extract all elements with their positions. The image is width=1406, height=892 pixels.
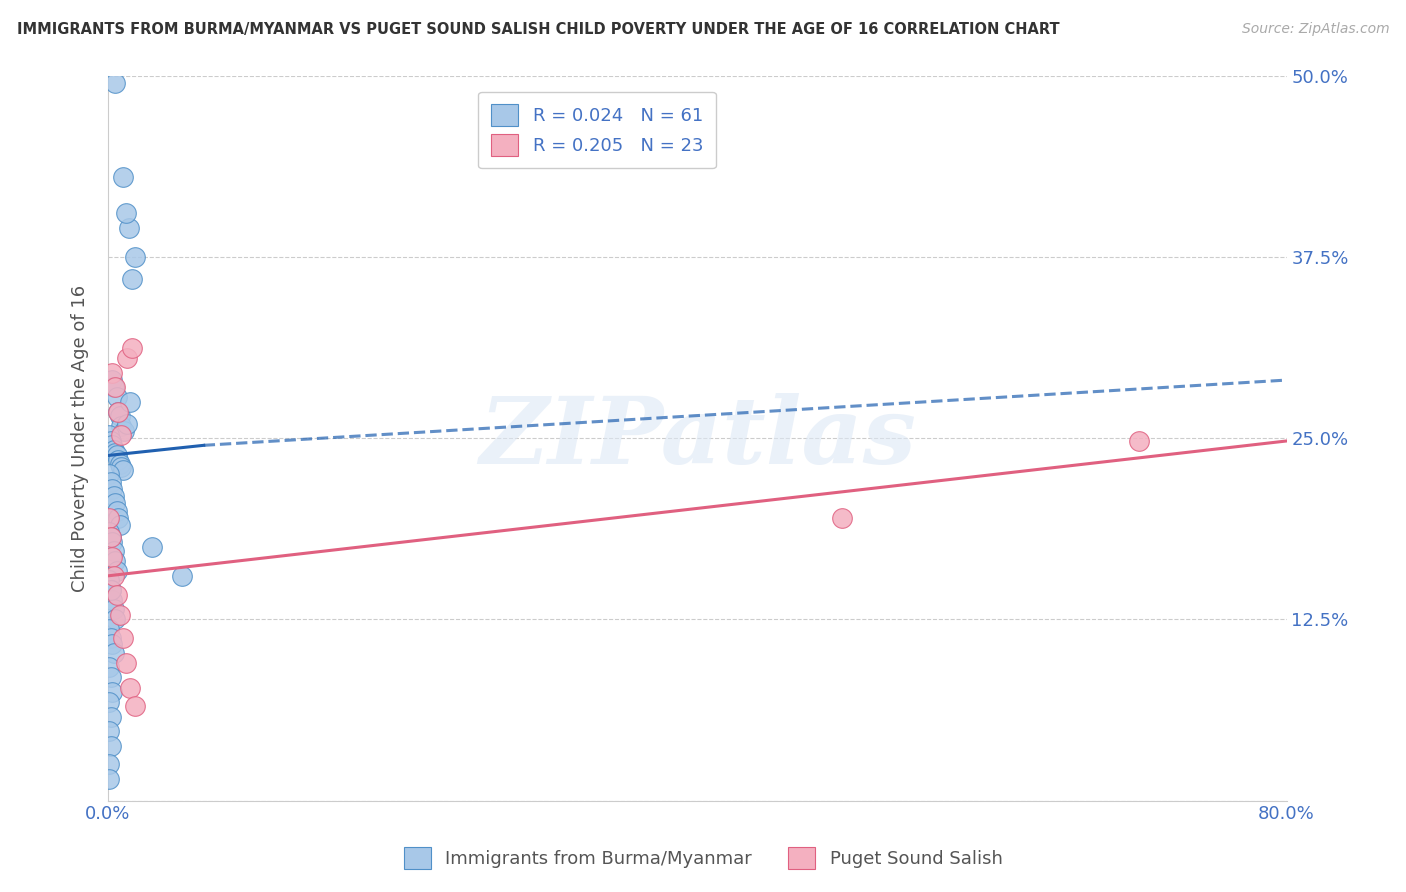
Point <box>98 772 121 786</box>
Point <box>103 544 125 558</box>
Point <box>103 569 125 583</box>
Point <box>98 467 121 482</box>
Point <box>124 250 146 264</box>
Legend: R = 0.024   N = 61, R = 0.205   N = 23: R = 0.024 N = 61, R = 0.205 N = 23 <box>478 92 716 169</box>
Point <box>98 695 121 709</box>
Point <box>104 554 127 568</box>
Point <box>100 631 122 645</box>
Point <box>98 660 121 674</box>
Point <box>110 419 132 434</box>
Point <box>101 685 124 699</box>
Point <box>101 482 124 496</box>
Point <box>114 656 136 670</box>
Point <box>98 757 121 772</box>
Point <box>117 220 139 235</box>
Point <box>107 511 129 525</box>
Point <box>101 438 124 452</box>
Y-axis label: Child Poverty Under the Age of 16: Child Poverty Under the Age of 16 <box>72 285 89 591</box>
Point <box>104 380 127 394</box>
Point <box>98 724 121 739</box>
Point <box>103 442 125 457</box>
Point <box>108 607 131 622</box>
Point <box>100 739 122 753</box>
Point <box>98 428 121 442</box>
Point <box>98 511 121 525</box>
Point <box>110 460 132 475</box>
Point <box>101 366 124 380</box>
Text: Source: ZipAtlas.com: Source: ZipAtlas.com <box>1241 22 1389 37</box>
Point <box>100 709 122 723</box>
Point <box>100 475 122 489</box>
Point <box>114 206 136 220</box>
Point <box>112 424 135 438</box>
Point <box>101 373 124 387</box>
Point <box>104 612 127 626</box>
Point <box>100 670 122 684</box>
Point <box>107 405 129 419</box>
Point <box>107 452 129 467</box>
Point <box>104 496 127 510</box>
Point <box>1128 434 1150 448</box>
Point <box>110 428 132 442</box>
Point <box>141 540 163 554</box>
Point <box>111 169 134 184</box>
Text: ZIPatlas: ZIPatlas <box>479 393 915 483</box>
Point <box>831 511 853 525</box>
Point <box>121 271 143 285</box>
Point <box>115 417 138 431</box>
Point <box>120 681 142 695</box>
Point <box>100 583 122 598</box>
Point <box>104 445 127 459</box>
Point <box>98 525 121 540</box>
Point <box>100 530 122 544</box>
Point <box>98 623 121 637</box>
Point <box>101 637 124 651</box>
Point <box>105 588 128 602</box>
Point <box>120 394 142 409</box>
Point <box>115 351 138 366</box>
Point <box>101 535 124 549</box>
Point <box>101 549 124 564</box>
Point <box>100 530 122 544</box>
Point <box>108 409 131 424</box>
Point <box>105 503 128 517</box>
Point <box>105 391 128 405</box>
Point <box>101 593 124 607</box>
Point <box>107 405 129 419</box>
Point <box>105 449 128 463</box>
Text: IMMIGRANTS FROM BURMA/MYANMAR VS PUGET SOUND SALISH CHILD POVERTY UNDER THE AGE : IMMIGRANTS FROM BURMA/MYANMAR VS PUGET S… <box>17 22 1060 37</box>
Point <box>100 434 122 448</box>
Point <box>104 76 127 90</box>
Point <box>100 583 122 598</box>
Point <box>103 489 125 503</box>
Point <box>98 573 121 587</box>
Point <box>105 565 128 579</box>
Point <box>170 569 193 583</box>
Point <box>103 646 125 660</box>
Point <box>111 631 134 645</box>
Point <box>108 457 131 471</box>
Legend: Immigrants from Burma/Myanmar, Puget Sound Salish: Immigrants from Burma/Myanmar, Puget Sou… <box>395 838 1011 879</box>
Point <box>103 380 125 394</box>
Point <box>121 341 143 355</box>
Point <box>108 518 131 533</box>
Point <box>124 699 146 714</box>
Point <box>103 602 125 616</box>
Point <box>111 463 134 477</box>
